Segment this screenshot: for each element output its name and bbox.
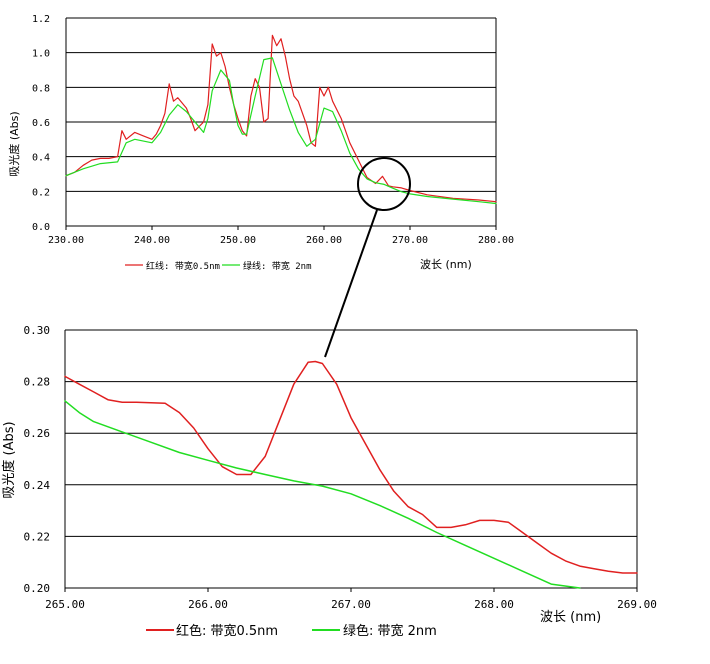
bottom-series-red-line — [64, 360, 638, 574]
top-chart: 0.0 0.2 0.4 0.6 0.8 1.0 1.2 230.00 240.00 250.00… — [7, 14, 514, 272]
bottom-y-tick-label: 0.28 — [24, 376, 51, 389]
top-series-green-line — [65, 57, 497, 205]
bottom-y-tick-label: 0.22 — [24, 530, 51, 543]
bottom-legend-green-label: 绿色: 带宽 2nm — [343, 623, 437, 639]
bottom-series — [64, 360, 638, 589]
bottom-grid — [64, 329, 638, 589]
top-x-axis-label: 波长 (nm) — [420, 258, 472, 271]
top-x-tick-label: 250.00 — [220, 235, 256, 246]
bottom-x-tick-label: 266.00 — [188, 598, 228, 611]
bottom-x-tick-label: 267.00 — [331, 598, 371, 611]
bottom-x-ticks: 265.00 266.00 267.00 268.00 269.00 — [45, 588, 657, 611]
top-y-tick-label: 0.8 — [32, 83, 50, 94]
top-x-tick-label: 270.00 — [392, 235, 428, 246]
top-y-axis-label: 吸光度 (Abs) — [7, 111, 21, 176]
top-x-tick-label: 280.00 — [478, 235, 514, 246]
top-series-red-line — [65, 34, 497, 203]
zoom-connector-line — [324, 209, 378, 358]
top-y-tick-label: 0.4 — [32, 153, 50, 164]
top-legend-red-label: 红线: 带宽0.5nm — [146, 260, 220, 272]
bottom-x-axis-label: 波长 (nm) — [540, 610, 601, 625]
bottom-y-tick-label: 0.24 — [24, 479, 51, 492]
top-y-tick-label: 1.0 — [32, 49, 50, 60]
top-y-tick-label: 0.0 — [32, 222, 50, 233]
bottom-y-tick-label: 0.30 — [24, 324, 51, 337]
top-x-tick-label: 240.00 — [134, 235, 170, 246]
bottom-legend-red-label: 红色: 带宽0.5nm — [176, 623, 278, 639]
bottom-series-green-line — [64, 400, 581, 589]
top-x-ticks: 230.00 240.00 250.00 260.00 270.00 280.00 — [48, 226, 514, 246]
bottom-y-tick-label: 0.26 — [24, 427, 51, 440]
top-legend-green-label: 绿线: 带宽 2nm — [243, 260, 312, 272]
top-x-tick-label: 230.00 — [48, 235, 84, 246]
bottom-x-tick-label: 265.00 — [45, 598, 85, 611]
bottom-y-ticks: 0.20 0.22 0.24 0.26 0.28 0.30 — [24, 324, 51, 595]
zoom-callout — [324, 157, 411, 358]
bottom-x-tick-label: 269.00 — [617, 598, 657, 611]
bottom-y-tick-label: 0.20 — [24, 582, 51, 595]
top-series — [65, 34, 497, 205]
bottom-y-axis-label: 吸光度 (Abs) — [1, 421, 17, 498]
bottom-x-tick-label: 268.00 — [474, 598, 514, 611]
top-legend: 红线: 带宽0.5nm 绿线: 带宽 2nm — [125, 260, 312, 272]
top-y-tick-label: 1.2 — [32, 14, 50, 25]
bottom-chart: 0.20 0.22 0.24 0.26 0.28 0.30 265.00 266.00 267… — [1, 324, 657, 639]
bottom-legend: 红色: 带宽0.5nm 绿色: 带宽 2nm — [146, 623, 437, 639]
top-x-tick-label: 260.00 — [306, 235, 342, 246]
top-y-ticks: 0.0 0.2 0.4 0.6 0.8 1.0 1.2 — [32, 14, 50, 233]
top-grid — [65, 17, 497, 227]
top-y-tick-label: 0.6 — [32, 118, 50, 129]
top-y-tick-label: 0.2 — [32, 187, 50, 198]
zoom-circle — [357, 157, 411, 211]
